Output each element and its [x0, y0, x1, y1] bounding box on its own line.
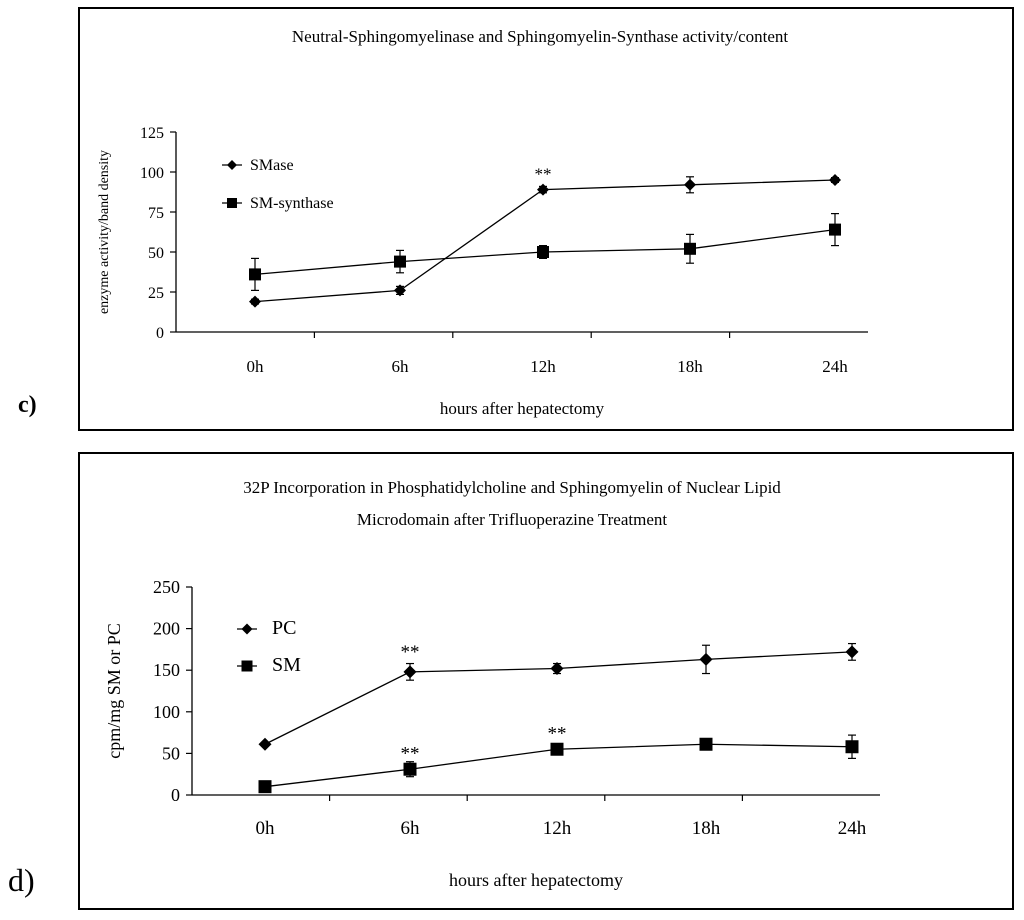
data-point [845, 645, 859, 659]
y-tick-label: 50 [162, 743, 180, 763]
legend-entry: SM [272, 654, 301, 676]
data-point [258, 737, 272, 751]
y-tick-label: 200 [153, 619, 180, 639]
data-point [699, 737, 713, 751]
legend-marker [227, 198, 237, 208]
y-tick-label: 25 [148, 285, 164, 302]
data-point [249, 295, 261, 308]
legend-entry: PC [272, 617, 296, 639]
x-tick-label: 18h [692, 818, 721, 839]
data-point [550, 742, 564, 756]
significance-mark: ** [535, 165, 552, 184]
panel-label-c: c) [18, 392, 37, 418]
x-tick-label: 12h [530, 357, 556, 376]
data-point [829, 174, 841, 186]
data-point [394, 284, 406, 297]
y-tick-label: 125 [140, 125, 164, 142]
y-tick-label: 0 [156, 325, 164, 342]
x-tick-label: 24h [822, 357, 848, 376]
y-tick-label: 75 [148, 205, 164, 222]
chart-title: Neutral-Sphingomyelinase and Sphingomyel… [292, 27, 788, 46]
data-point [394, 255, 406, 268]
x-tick-label: 24h [838, 818, 867, 839]
data-point [684, 242, 696, 255]
x-tick-label: 6h [401, 818, 421, 839]
data-point [845, 740, 859, 754]
legend-marker [241, 623, 253, 635]
y-axis-label: enzyme activity/band density [97, 150, 112, 314]
y-tick-label: 50 [148, 245, 164, 262]
y-axis-label: cpm/mg SM or PC [104, 623, 124, 759]
data-point [550, 662, 564, 676]
data-point [684, 178, 696, 191]
data-point [699, 652, 713, 666]
data-point [258, 780, 272, 794]
x-axis-label: hours after hepatectomy [449, 870, 623, 890]
y-tick-label: 0 [171, 785, 180, 805]
x-tick-label: 0h [256, 818, 276, 839]
legend-marker [227, 160, 237, 170]
y-tick-label: 100 [140, 165, 164, 182]
chart-title-line: Microdomain after Trifluoperazine Treatm… [357, 510, 667, 529]
legend-entry: SM-synthase [250, 195, 334, 212]
y-tick-label: 100 [153, 702, 180, 722]
data-point [537, 246, 549, 258]
x-tick-label: 12h [543, 818, 572, 839]
significance-mark: ** [401, 642, 420, 663]
legend-marker [241, 660, 253, 672]
x-tick-label: 18h [677, 357, 703, 376]
data-point [537, 183, 549, 196]
data-point [249, 268, 261, 281]
x-axis-label: hours after hepatectomy [440, 399, 605, 418]
y-tick-label: 150 [153, 660, 180, 680]
panel-label-d: d) [8, 862, 35, 898]
y-tick-label: 250 [153, 577, 180, 597]
data-point [829, 223, 841, 236]
chart-frame-c [78, 7, 1014, 431]
significance-mark: ** [548, 723, 567, 744]
legend-entry: SMase [250, 157, 294, 174]
data-point [403, 762, 417, 776]
x-tick-label: 6h [392, 357, 410, 376]
chart-frame-d [78, 452, 1014, 910]
x-tick-label: 0h [247, 357, 265, 376]
chart-title-line: 32P Incorporation in Phosphatidylcholine… [243, 478, 781, 497]
data-point [403, 665, 417, 679]
significance-mark: ** [401, 743, 420, 764]
